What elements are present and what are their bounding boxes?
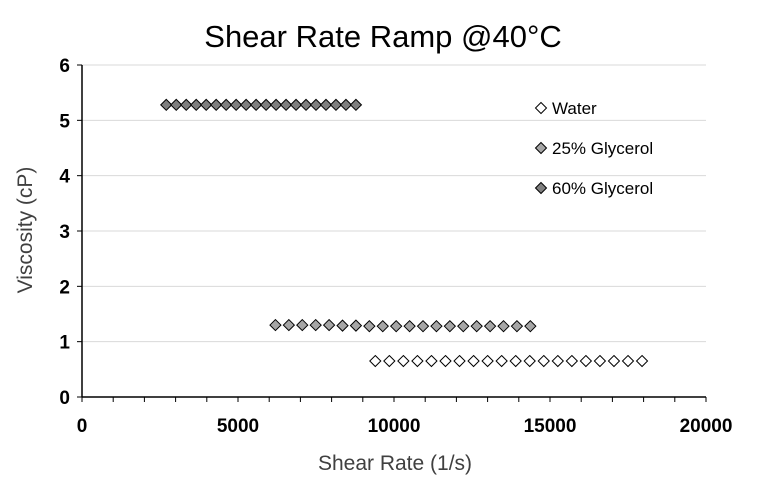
axes: [77, 64, 707, 402]
data-point-60-glycerol: [259, 98, 273, 112]
data-point-water: [635, 354, 649, 368]
data-point-25-glycerol: [376, 319, 389, 333]
data-point-water: [593, 354, 607, 368]
data-point-60-glycerol: [180, 98, 193, 112]
data-point-60-glycerol: [349, 98, 363, 112]
data-point-25-glycerol: [483, 319, 497, 333]
data-points: [160, 98, 649, 368]
data-point-water: [509, 354, 522, 368]
y-tick-label: 4: [59, 167, 70, 188]
data-point-water: [439, 354, 452, 368]
data-point-60-glycerol: [189, 98, 203, 112]
data-point-water: [495, 354, 508, 368]
x-tick-label: 0: [77, 416, 88, 437]
data-point-60-glycerol: [309, 98, 323, 112]
data-point-60-glycerol: [249, 98, 263, 112]
data-point-60-glycerol: [339, 98, 353, 112]
data-point-60-glycerol: [199, 98, 213, 112]
data-point-25-glycerol: [349, 319, 363, 332]
data-point-water: [523, 354, 536, 368]
data-point-water: [537, 354, 550, 368]
y-tick-label: 3: [59, 222, 70, 243]
data-point-25-glycerol: [510, 319, 524, 333]
data-point-60-glycerol: [289, 98, 303, 112]
data-point-25-glycerol: [389, 319, 403, 333]
legend-marker-60-glycerol: [534, 181, 548, 195]
x-axis-label: Shear Rate (1/s): [318, 452, 472, 475]
data-point-water: [397, 354, 410, 368]
y-tick-label: 1: [59, 333, 70, 354]
x-tick-label: 15000: [524, 416, 577, 437]
x-tick-label: 5000: [217, 416, 259, 437]
data-point-25-glycerol: [430, 319, 443, 333]
data-point-25-glycerol: [282, 318, 296, 332]
x-tick-label: 10000: [368, 416, 421, 437]
data-point-25-glycerol: [309, 318, 322, 332]
data-point-water: [369, 354, 382, 368]
data-point-water: [425, 354, 438, 368]
data-point-water: [607, 354, 621, 368]
data-point-water: [481, 354, 494, 368]
legend-marker-water: [534, 101, 548, 115]
data-point-25-glycerol: [497, 319, 510, 333]
data-point-water: [467, 354, 480, 368]
data-point-water: [551, 354, 565, 368]
y-tick-label: 2: [59, 277, 70, 298]
data-point-60-glycerol: [299, 98, 313, 112]
data-point-25-glycerol: [336, 319, 349, 332]
grid-lines: [82, 64, 706, 343]
data-point-25-glycerol: [443, 319, 457, 333]
data-point-60-glycerol: [239, 98, 253, 112]
data-point-25-glycerol: [403, 319, 416, 333]
y-tick-label: 5: [59, 111, 70, 132]
data-point-60-glycerol: [319, 98, 333, 112]
data-point-60-glycerol: [209, 98, 223, 112]
data-point-60-glycerol: [329, 98, 343, 112]
legend-label-water: Water: [552, 99, 597, 118]
legend-label-60-glycerol: 60% Glycerol: [552, 179, 653, 198]
data-point-25-glycerol: [363, 319, 376, 333]
data-point-25-glycerol: [416, 319, 430, 333]
data-point-water: [411, 354, 424, 368]
data-point-60-glycerol: [160, 98, 173, 112]
data-point-water: [453, 354, 466, 368]
data-point-water: [565, 354, 579, 368]
y-tick-label: 0: [59, 388, 70, 409]
data-point-60-glycerol: [279, 98, 293, 112]
data-point-water: [579, 354, 593, 368]
legend-marker-25-glycerol: [534, 141, 548, 155]
data-point-25-glycerol: [470, 319, 483, 333]
data-point-60-glycerol: [269, 98, 283, 112]
data-point-25-glycerol: [296, 318, 309, 332]
data-point-water: [621, 354, 635, 368]
data-point-60-glycerol: [219, 98, 233, 112]
legend: Water 25% Glycerol 60% Glycerol: [534, 99, 653, 198]
data-point-25-glycerol: [322, 318, 336, 332]
data-point-25-glycerol: [524, 319, 537, 333]
tick-labels: 0 1 2 3 4 5 6 0 5000 10000 15000 20000: [59, 56, 732, 437]
data-point-25-glycerol: [457, 319, 470, 333]
chart-title: Shear Rate Ramp @40°C: [204, 19, 561, 54]
y-tick-label: 6: [59, 56, 70, 77]
x-tick-label: 20000: [680, 416, 733, 437]
legend-label-25-glycerol: 25% Glycerol: [552, 139, 653, 158]
data-point-60-glycerol: [229, 98, 243, 112]
data-point-water: [383, 354, 396, 368]
data-point-25-glycerol: [269, 318, 282, 332]
data-point-60-glycerol: [170, 98, 183, 112]
y-axis-label: Viscosity (cP): [14, 167, 37, 294]
